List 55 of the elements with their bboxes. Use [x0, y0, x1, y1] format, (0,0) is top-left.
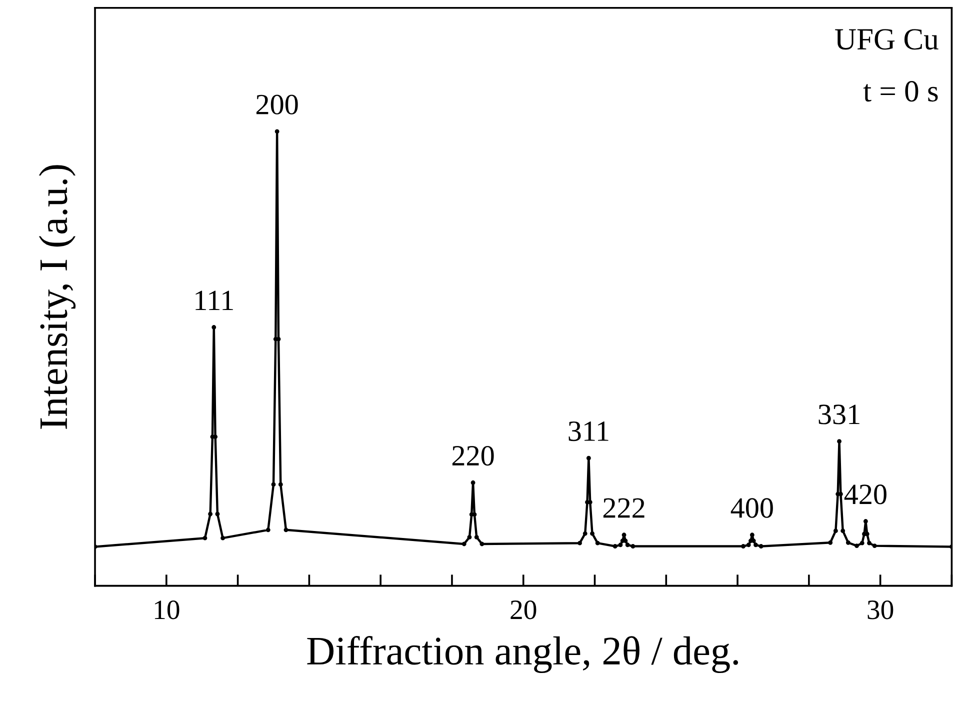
annotation: 420	[844, 484, 886, 504]
point	[630, 544, 636, 548]
point	[828, 540, 833, 545]
point	[618, 542, 623, 548]
point	[278, 482, 283, 487]
point	[271, 482, 276, 487]
point	[462, 542, 466, 546]
annotation: 311	[568, 421, 608, 442]
annotation: 111	[196, 290, 233, 310]
point	[746, 542, 751, 548]
point	[470, 480, 476, 485]
point	[872, 544, 877, 548]
x-tick-label: 10	[154, 600, 180, 620]
point	[867, 540, 872, 546]
text: t = 0 s	[863, 81, 938, 102]
point	[754, 542, 758, 548]
point	[860, 540, 864, 546]
point	[840, 528, 846, 534]
point	[833, 528, 838, 534]
y-axis-title: Intensity, I (a.u.)	[38, 165, 76, 429]
point	[474, 534, 479, 540]
point	[625, 542, 630, 548]
point	[266, 528, 270, 532]
annotation: 200	[256, 94, 298, 114]
point	[846, 540, 850, 545]
point	[215, 512, 220, 516]
point	[586, 456, 591, 460]
point	[213, 434, 218, 439]
point	[467, 534, 472, 540]
point	[274, 129, 280, 134]
point	[590, 531, 594, 536]
point	[758, 544, 764, 548]
point	[578, 540, 582, 546]
point	[595, 540, 600, 546]
text: UFG Cu	[835, 29, 938, 50]
point	[582, 531, 588, 536]
point	[202, 536, 208, 540]
x-tick-label: 30	[868, 600, 894, 620]
x-tick-label: 20	[510, 600, 536, 620]
point	[208, 512, 213, 516]
point	[220, 536, 226, 540]
point	[741, 544, 746, 548]
annotation: 331	[818, 404, 860, 424]
point	[480, 542, 484, 546]
point	[284, 528, 288, 532]
x-axis-title: Diffraction angle, 2θ / deg.	[307, 636, 738, 674]
point	[863, 519, 868, 524]
point	[837, 439, 842, 444]
point	[612, 544, 618, 548]
annotation: 222	[603, 498, 644, 518]
annotation: 220	[452, 446, 494, 466]
point	[750, 532, 754, 538]
point	[854, 544, 859, 548]
annotation: 400	[730, 498, 773, 518]
point	[212, 325, 216, 330]
